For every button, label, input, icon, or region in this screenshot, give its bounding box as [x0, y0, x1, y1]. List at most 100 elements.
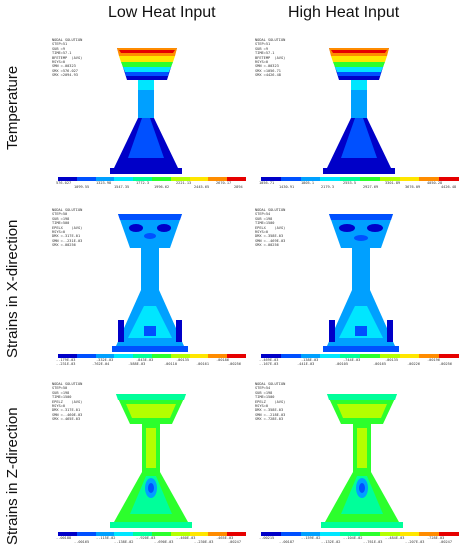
solution-info: NODAL SOLUTION STEP=54 SUB =198 TIME=150…	[255, 208, 286, 248]
panel-strain-x-high-heat: NODAL SOLUTION STEP=54 SUB =198 TIME=150…	[255, 208, 465, 368]
tick-label: 2927.69	[363, 185, 379, 189]
scale-swatch	[379, 532, 400, 536]
solution-info: NODAL SOLUTION STEP=50 SUB =198 TIME=150…	[52, 382, 83, 422]
scale-swatch	[340, 354, 360, 358]
tick-label: 576.027	[56, 181, 72, 185]
scale-swatch	[379, 177, 400, 181]
scale-swatch	[300, 532, 321, 536]
scale-swatch	[359, 354, 380, 358]
tick-label: 2445.65	[194, 185, 210, 189]
tick-label: .00196	[427, 358, 440, 362]
scale-swatch	[76, 354, 96, 358]
tick-label: -.00165	[74, 540, 90, 544]
scale-swatch	[208, 354, 228, 358]
tick-label: -.207E-03	[405, 540, 425, 544]
tick-label: .843E-03	[136, 358, 154, 362]
panel-temperature-high-heat: NODAL SOLUTION STEP=51 SUB =9 TIME=57.1 …	[255, 38, 465, 190]
tick-label: -.460E-03	[176, 536, 196, 540]
column-header-low-heat-input: Low Heat Input	[108, 4, 216, 21]
tick-label: -.920E-03	[136, 536, 156, 540]
tick-label: 4426.48	[441, 185, 457, 189]
tick-label: 4050.28	[427, 181, 443, 185]
scale-swatch	[300, 177, 321, 181]
scale-swatch	[58, 532, 77, 536]
scale-swatch	[189, 532, 209, 536]
tick-label: 1323.98	[96, 181, 112, 185]
tick-label: 2221.13	[176, 181, 192, 185]
tick-label: -.159E-02	[301, 536, 321, 540]
scale-swatch	[95, 532, 115, 536]
tick-label: -.761E-03	[363, 540, 383, 544]
scale-swatch	[439, 354, 459, 358]
scale-swatch	[133, 532, 152, 536]
scale-swatch	[76, 177, 96, 181]
tick-label: 2670.17	[216, 181, 232, 185]
tick-label: .00161	[196, 362, 209, 366]
scale-swatch	[189, 177, 209, 181]
scale-swatch	[379, 354, 400, 358]
solution-info: NODAL SOLUTION STEP=50 SUB =198 TIME=500…	[52, 208, 83, 248]
tick-label: -.179E-03	[56, 358, 76, 362]
scale-swatch	[439, 177, 459, 181]
scale-swatch	[227, 532, 246, 536]
color-scale-bar	[261, 532, 459, 536]
tick-label: -.00187	[279, 540, 295, 544]
tick-label: .465E-03	[216, 536, 234, 540]
weld-contour-plot	[323, 214, 399, 352]
scale-swatch	[320, 354, 341, 358]
tick-label: .00135	[385, 358, 398, 362]
column-header-high-heat-input: High Heat Input	[288, 4, 400, 21]
tick-label: 2553.5	[343, 181, 356, 185]
scale-swatch	[133, 354, 152, 358]
tick-label: 1772.3	[136, 181, 149, 185]
tick-label: 1547.35	[114, 185, 130, 189]
scale-swatch	[114, 532, 134, 536]
scale-swatch	[151, 354, 171, 358]
tick-label: .00247	[228, 540, 241, 544]
scale-swatch	[439, 532, 459, 536]
scale-swatch	[261, 177, 281, 181]
tick-label: 3676.09	[405, 185, 421, 189]
tick-label: .00247	[439, 540, 452, 544]
scale-swatch	[95, 177, 115, 181]
scale-swatch	[340, 177, 360, 181]
panel-strain-x-low-heat: NODAL SOLUTION STEP=50 SUB =198 TIME=500…	[52, 208, 252, 368]
tick-label: 3301.89	[385, 181, 401, 185]
panel-temperature-low-heat: NODAL SOLUTION STEP=51 SUB =9 TIME=57.1 …	[52, 38, 252, 190]
scale-swatch	[114, 354, 134, 358]
tick-label: 1805.1	[301, 181, 314, 185]
tick-label: .00256	[228, 362, 241, 366]
tick-label: .00186	[216, 358, 229, 362]
scale-swatch	[399, 354, 420, 358]
tick-label: .00165	[373, 362, 386, 366]
color-scale-bar	[261, 354, 459, 358]
tick-label: .00105	[335, 362, 348, 366]
color-scale-bar	[58, 532, 246, 536]
scale-swatch	[399, 532, 420, 536]
scale-swatch	[227, 354, 246, 358]
panel-strain-z-high-heat: NODAL SOLUTION STEP=54 SUB =198 TIME=150…	[255, 382, 465, 546]
tick-label: .762E-04	[92, 362, 110, 366]
tick-label: -.132E-02	[321, 540, 341, 544]
solution-info: NODAL SOLUTION STEP=51 SUB =9 TIME=57.1 …	[255, 38, 286, 78]
tick-label: -.104E-02	[343, 536, 363, 540]
scale-swatch	[340, 532, 360, 536]
scale-swatch	[280, 354, 301, 358]
tick-label: .588E-03	[128, 362, 146, 366]
weld-contour-plot	[112, 214, 188, 352]
scale-swatch	[419, 532, 440, 536]
tick-label: .00110	[164, 362, 177, 366]
solution-info: NODAL SOLUTION STEP=54 SUB =198 TIME=150…	[255, 382, 286, 422]
scale-swatch	[114, 177, 134, 181]
tick-label: .00135	[176, 358, 189, 362]
tick-label: -.690E-03	[154, 540, 174, 544]
scale-swatch	[300, 354, 321, 358]
tick-label: 1996.62	[154, 185, 170, 189]
tick-label: -.230E-03	[194, 540, 214, 544]
scale-swatch	[280, 177, 301, 181]
scale-swatch	[189, 354, 209, 358]
weld-contour-plot	[110, 48, 182, 174]
scale-swatch	[76, 532, 96, 536]
tick-label: -.231E-03	[56, 362, 76, 366]
tick-label: -.00188	[56, 536, 72, 540]
